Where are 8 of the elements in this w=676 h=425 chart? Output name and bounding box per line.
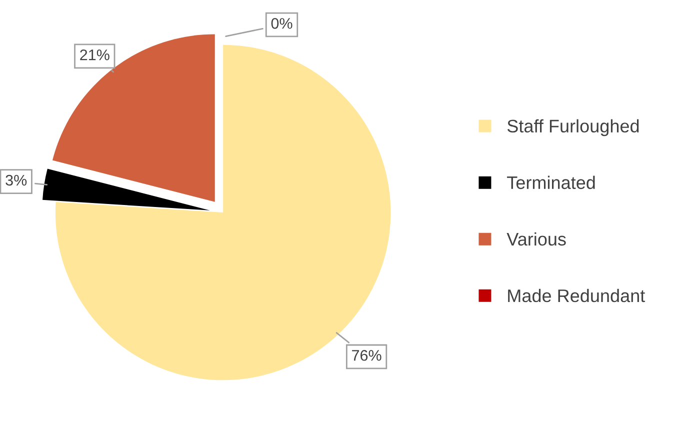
data-label: 76% <box>352 350 382 361</box>
legend-label: Terminated <box>507 176 595 190</box>
data-label: 3% <box>6 174 27 186</box>
data-label: 21% <box>80 49 110 60</box>
text: 0% <box>271 18 292 29</box>
legend-label: Various <box>506 232 566 246</box>
legend-label: Made Redundant <box>508 288 646 302</box>
legend-label: Staff Furloughed <box>507 119 639 136</box>
